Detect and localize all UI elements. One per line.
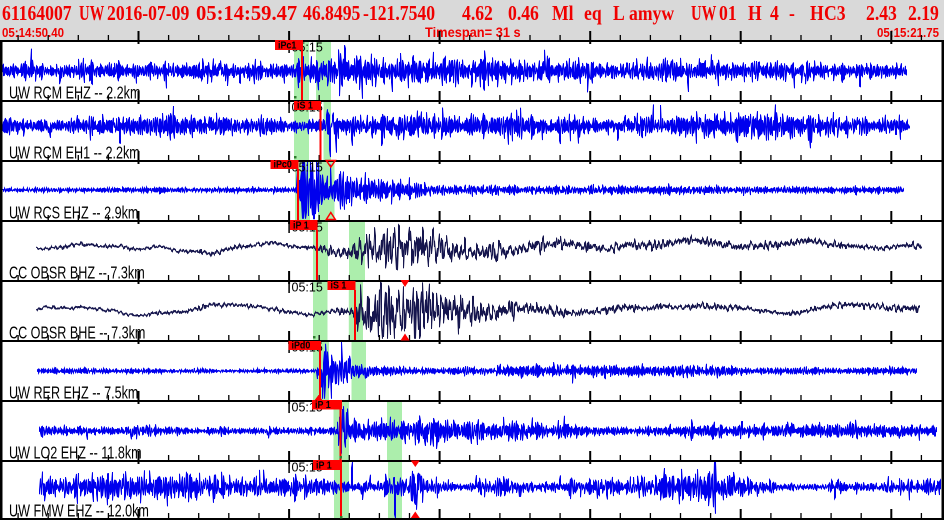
svg-text:iPc1: iPc1: [278, 40, 297, 52]
svg-text:UW RCS EHZ -- 2.9km: UW RCS EHZ -- 2.9km: [9, 204, 138, 224]
svg-text:iP 1: iP 1: [316, 460, 332, 472]
svg-text:UW FMW EHZ -- 12.0km: UW FMW EHZ -- 12.0km: [9, 502, 149, 520]
svg-text:iS 1: iS 1: [331, 280, 347, 292]
svg-text:iS 1: iS 1: [297, 100, 313, 112]
svg-text:CC OBSR BHE -- 7.3km: CC OBSR BHE -- 7.3km: [9, 324, 145, 344]
svg-text:iP 1: iP 1: [293, 220, 309, 232]
svg-text:iPc0: iPc0: [274, 159, 293, 171]
svg-text:05:15: 05:15: [292, 161, 323, 175]
svg-text:CC OBSR BHZ -- 7.3km: CC OBSR BHZ -- 7.3km: [9, 264, 145, 284]
svg-text:iP 1: iP 1: [315, 399, 331, 411]
svg-text:UW LO2 EHZ -- 11.8km: UW LO2 EHZ -- 11.8km: [9, 444, 142, 464]
svg-text:UW RCM EH1 -- 2.2km: UW RCM EH1 -- 2.2km: [9, 144, 140, 164]
svg-text:iPd0: iPd0: [292, 340, 311, 352]
svg-text:UW RCM EHZ -- 2.2km: UW RCM EHZ -- 2.2km: [9, 84, 140, 104]
svg-text:05:15: 05:15: [292, 281, 323, 295]
svg-text:UW RER EHZ -- 7.5km: UW RER EHZ -- 7.5km: [9, 384, 138, 404]
